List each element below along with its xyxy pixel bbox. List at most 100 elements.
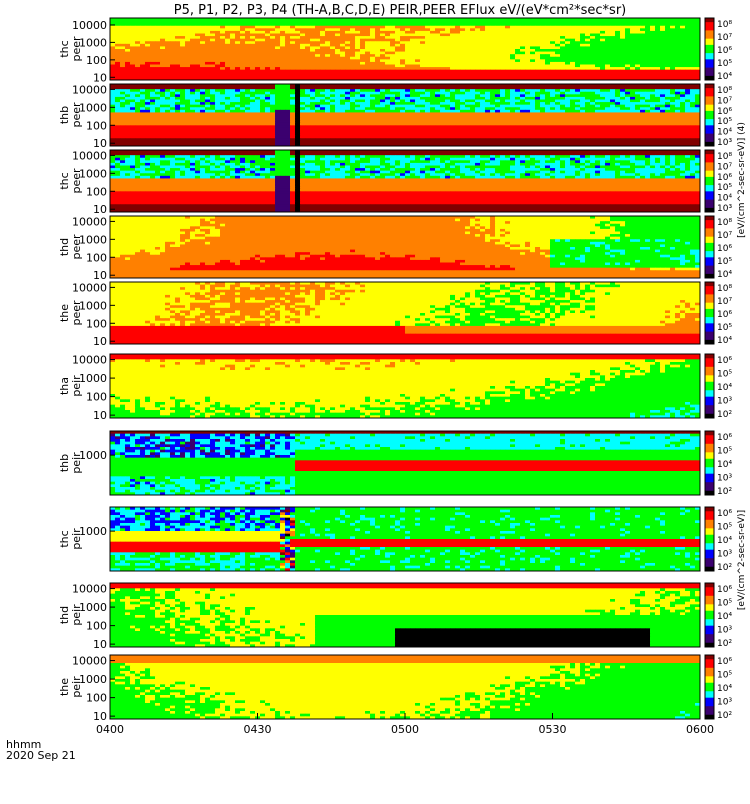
heatmap-cell — [660, 41, 665, 44]
heatmap-cell — [690, 36, 695, 39]
heatmap-cell — [530, 39, 535, 42]
heatmap-cell — [405, 23, 410, 26]
heatmap-cell — [535, 36, 540, 39]
heatmap-cell — [425, 41, 430, 44]
heatmap-cell — [670, 41, 675, 44]
heatmap-cell — [330, 36, 335, 39]
heatmap-cell — [375, 34, 380, 37]
heatmap-cell — [465, 26, 470, 29]
heatmap-cell — [135, 34, 140, 37]
heatmap-cell — [300, 46, 305, 49]
heatmap-cell — [605, 36, 610, 39]
heatmap-cell — [335, 23, 340, 26]
heatmap-cell — [595, 34, 600, 37]
heatmap-cell — [570, 36, 575, 39]
heatmap-cell — [490, 21, 495, 24]
heatmap-cell — [395, 31, 400, 34]
heatmap-cell — [345, 41, 350, 44]
heatmap-cell — [250, 23, 255, 26]
heatmap-cell — [655, 44, 660, 47]
heatmap-cell — [530, 41, 535, 44]
heatmap-cell — [390, 26, 395, 29]
heatmap-cell — [110, 49, 115, 52]
heatmap-cell — [260, 39, 265, 42]
heatmap-cell — [635, 31, 640, 34]
heatmap-cell — [255, 46, 260, 49]
heatmap-cell — [600, 34, 605, 37]
heatmap-cell — [340, 36, 345, 39]
heatmap-cell — [180, 41, 185, 44]
heatmap-cell — [380, 49, 385, 52]
heatmap-cell — [505, 39, 510, 42]
heatmap-cell — [615, 46, 620, 49]
heatmap-cell — [680, 23, 685, 26]
heatmap-cell — [590, 39, 595, 42]
heatmap-cell — [590, 21, 595, 24]
heatmap-cell — [560, 23, 565, 26]
heatmap-cell — [270, 36, 275, 39]
heatmap-cell — [660, 36, 665, 39]
heatmap-cell — [190, 26, 195, 29]
heatmap-cell — [285, 39, 290, 42]
heatmap-cell — [470, 44, 475, 47]
heatmap-cell — [160, 52, 165, 55]
heatmap-cell — [540, 46, 545, 49]
heatmap-cell — [580, 21, 585, 24]
heatmap-cell — [545, 36, 550, 39]
heatmap-cell — [690, 39, 695, 42]
heatmap-cell — [445, 39, 450, 42]
heatmap-cell — [445, 28, 450, 31]
heatmap-cell — [425, 36, 430, 39]
heatmap-cell — [455, 44, 460, 47]
heatmap-cell — [270, 41, 275, 44]
heatmap-cell — [630, 26, 635, 29]
heatmap-cell — [280, 49, 285, 52]
heatmap-cell — [455, 23, 460, 26]
heatmap-cell — [190, 36, 195, 39]
heatmap-cell — [150, 28, 155, 31]
heatmap-cell — [380, 21, 385, 24]
heatmap-cell — [535, 46, 540, 49]
heatmap-cell — [610, 44, 615, 47]
heatmap-cell — [170, 26, 175, 29]
heatmap-cell — [310, 28, 315, 31]
heatmap-cell — [410, 39, 415, 42]
heatmap-cell — [210, 44, 215, 47]
heatmap-cell — [230, 36, 235, 39]
heatmap-cell — [505, 49, 510, 52]
heatmap-cell — [585, 41, 590, 44]
heatmap-cell — [385, 46, 390, 49]
heatmap-cell — [615, 23, 620, 26]
heatmap-cell — [205, 52, 210, 55]
heatmap-cell — [465, 44, 470, 47]
heatmap-cell — [150, 36, 155, 39]
heatmap-cell — [385, 49, 390, 52]
heatmap-cell — [140, 23, 145, 26]
heatmap-cell — [535, 28, 540, 31]
heatmap-cell — [160, 28, 165, 31]
heatmap-cell — [630, 23, 635, 26]
heatmap-cell — [115, 49, 120, 52]
heatmap-cell — [530, 26, 535, 29]
heatmap-cell — [530, 49, 535, 52]
heatmap-cell — [260, 21, 265, 24]
heatmap-cell — [325, 31, 330, 34]
heatmap-cell — [310, 49, 315, 52]
heatmap-cell — [195, 49, 200, 52]
heatmap-cell — [160, 44, 165, 47]
heatmap-cell — [155, 21, 160, 24]
heatmap-cell — [235, 23, 240, 26]
heatmap-cell — [650, 46, 655, 49]
heatmap-cell — [450, 46, 455, 49]
heatmap-cell — [460, 21, 465, 24]
heatmap-cell — [685, 36, 690, 39]
heatmap-cell — [150, 46, 155, 49]
heatmap-cell — [525, 36, 530, 39]
heatmap-cell — [620, 21, 625, 24]
heatmap-cell — [555, 26, 560, 29]
heatmap-cell — [140, 46, 145, 49]
heatmap-cell — [300, 39, 305, 42]
heatmap-cell — [405, 31, 410, 34]
heatmap-cell — [350, 28, 355, 31]
heatmap-cell — [445, 46, 450, 49]
